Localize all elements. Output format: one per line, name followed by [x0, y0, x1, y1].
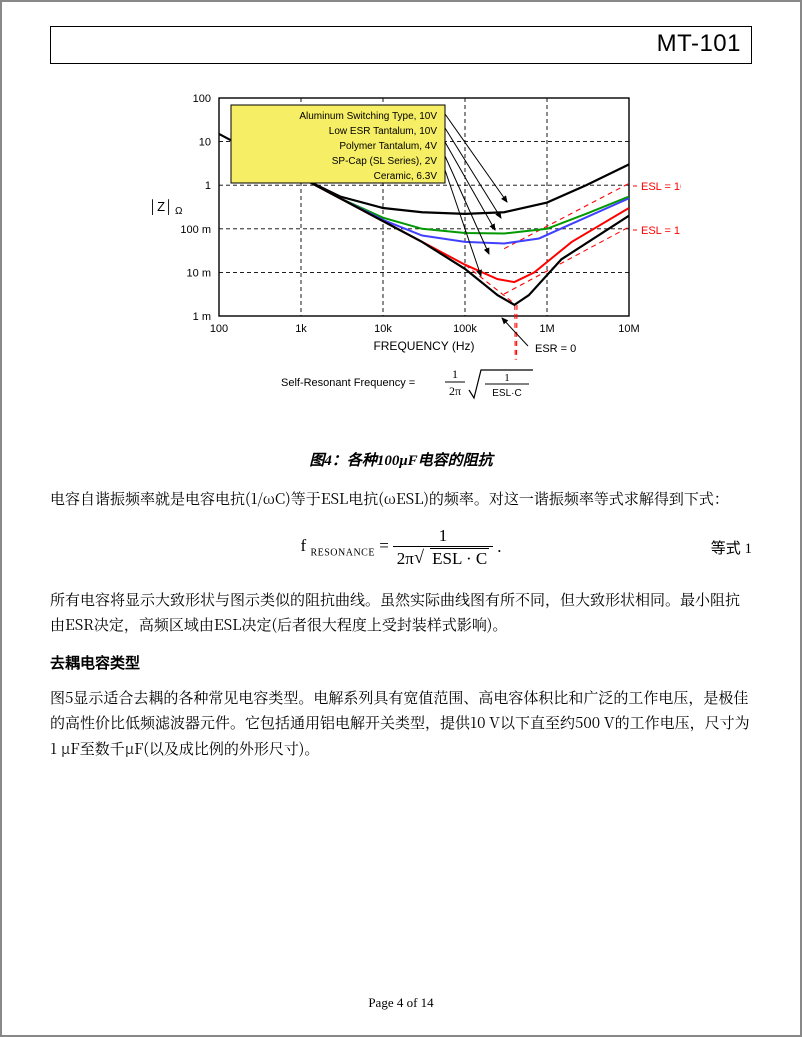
svg-text:100k: 100k	[453, 323, 477, 335]
svg-text:10: 10	[199, 137, 211, 149]
equation-body: f RESONANCE = 1 2π ESL · C .	[301, 526, 502, 569]
svg-text:Ceramic, 6.3V: Ceramic, 6.3V	[374, 171, 438, 182]
eq-2pi: 2π	[397, 549, 414, 568]
svg-text:Self-Resonant Frequency =: Self-Resonant Frequency =	[281, 377, 415, 389]
doc-header: MT-101	[50, 26, 752, 64]
svg-text:Aluminum Switching Type, 10V: Aluminum Switching Type, 10V	[299, 111, 437, 122]
svg-text:1k: 1k	[295, 323, 307, 335]
svg-text:ESL = 1.6nH: ESL = 1.6nH	[641, 225, 681, 237]
doc-id: MT-101	[657, 30, 741, 57]
svg-text:1M: 1M	[539, 323, 554, 335]
eq-radicand: ESL · C	[430, 548, 489, 568]
svg-text:Ω: Ω	[175, 206, 183, 217]
svg-text:2π: 2π	[449, 384, 461, 398]
eq-f: f	[301, 536, 307, 555]
svg-text:│Z│: │Z│	[149, 199, 173, 215]
eq-sqrt: ESL · C	[418, 549, 489, 569]
page-footer: Page 4 of 14	[2, 995, 800, 1011]
equation-1: f RESONANCE = 1 2π ESL · C . 等式 1	[50, 526, 752, 569]
eq-equals: =	[379, 536, 389, 555]
svg-text:100: 100	[210, 323, 228, 335]
paragraph-1: 电容自谐振频率就是电容电抗(1/ωC)等于ESL电抗(ωESL)的频率。对这一谐…	[50, 486, 752, 512]
eq-lhs: f RESONANCE =	[301, 536, 389, 558]
svg-text:100: 100	[193, 93, 211, 105]
equation-label: 等式 1	[711, 537, 752, 558]
svg-text:1: 1	[504, 372, 510, 384]
eq-sub: RESONANCE	[310, 547, 375, 558]
impedance-chart: 1 m 10 m 100 m 1 10 100 100 1k 10k 100k 1M 10M │Z│Ω F…	[121, 78, 681, 433]
svg-text:10M: 10M	[618, 323, 639, 335]
paragraph-2: 所有电容将显示大致形状与图示类似的阻抗曲线。虽然实际曲线图有所不同，但大致形状相…	[50, 587, 752, 638]
svg-text:Low ESR Tantalum, 10V: Low ESR Tantalum, 10V	[329, 126, 438, 137]
svg-text:1 m: 1 m	[193, 311, 211, 323]
svg-text:ESL = 16nH: ESL = 16nH	[641, 181, 681, 193]
svg-text:1: 1	[452, 367, 458, 381]
paragraph-3: 图5显示适合去耦的各种常见电容类型。电解系列具有宽值范围、高电容体积比和广泛的工…	[50, 685, 752, 762]
svg-text:1: 1	[205, 180, 211, 192]
svg-text:10 m: 10 m	[187, 267, 211, 279]
figure-caption: 图4：各种100μF电容的阻抗	[50, 449, 752, 470]
eq-num: 1	[435, 526, 452, 546]
eq-fraction: 1 2π ESL · C	[393, 526, 493, 569]
page: MT-101 1 m10 m100 m1101001001k10k100k1M1…	[0, 0, 802, 1037]
svg-text:100 m: 100 m	[180, 224, 211, 236]
svg-text:Polymer Tantalum, 4V: Polymer Tantalum, 4V	[339, 141, 437, 152]
svg-text:ESL·C: ESL·C	[492, 388, 521, 399]
svg-text:FREQUENCY (Hz): FREQUENCY (Hz)	[373, 339, 474, 353]
figure-4: 1 m 10 m 100 m 1 10 100 100 1k 10k 100k 1M 10M │Z│Ω F…	[50, 78, 752, 433]
eq-den: 2π ESL · C	[393, 546, 493, 569]
section-heading: 去耦电容类型	[50, 652, 752, 673]
svg-text:ESR = 0: ESR = 0	[535, 343, 576, 355]
svg-text:SP-Cap (SL Series), 2V: SP-Cap (SL Series), 2V	[332, 156, 438, 167]
eq-period: .	[497, 537, 501, 557]
svg-text:10k: 10k	[374, 323, 392, 335]
